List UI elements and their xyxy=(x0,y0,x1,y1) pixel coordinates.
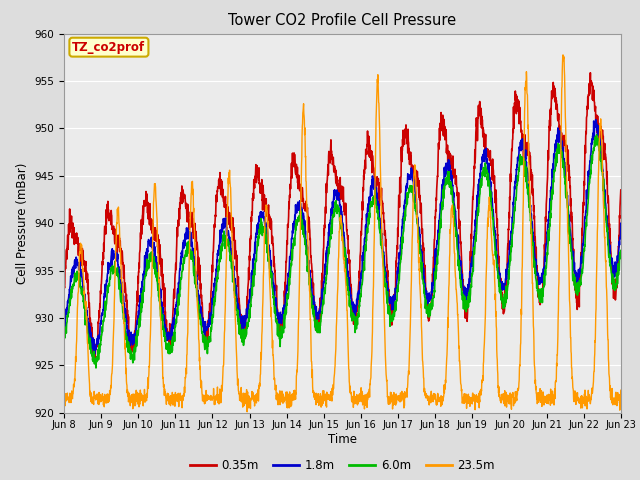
1.8m xyxy=(592,117,600,122)
6.0m xyxy=(568,255,575,261)
Line: 23.5m: 23.5m xyxy=(64,55,621,412)
6.0m xyxy=(617,248,625,253)
6.0m xyxy=(504,281,512,287)
Title: Tower CO2 Profile Cell Pressure: Tower CO2 Profile Cell Pressure xyxy=(228,13,456,28)
0.35m xyxy=(60,291,68,297)
0.35m xyxy=(504,226,512,232)
1.8m xyxy=(584,189,591,195)
23.5m xyxy=(359,402,367,408)
1.8m xyxy=(216,245,223,251)
X-axis label: Time: Time xyxy=(328,433,357,446)
0.35m xyxy=(216,175,223,181)
23.5m xyxy=(504,398,512,404)
0.35m xyxy=(617,187,625,193)
1.8m xyxy=(371,181,379,187)
6.0m xyxy=(92,365,100,371)
Line: 6.0m: 6.0m xyxy=(64,135,621,368)
1.8m xyxy=(359,258,367,264)
6.0m xyxy=(371,193,379,199)
0.35m xyxy=(568,219,575,225)
23.5m xyxy=(568,376,576,382)
23.5m xyxy=(559,52,566,58)
Line: 1.8m: 1.8m xyxy=(64,120,621,355)
6.0m xyxy=(60,337,68,343)
0.35m xyxy=(584,103,591,109)
1.8m xyxy=(60,325,68,331)
6.0m xyxy=(593,132,600,138)
Legend: 0.35m, 1.8m, 6.0m, 23.5m: 0.35m, 1.8m, 6.0m, 23.5m xyxy=(185,455,500,477)
23.5m xyxy=(617,387,625,393)
6.0m xyxy=(359,276,367,282)
0.35m xyxy=(359,207,367,213)
Line: 0.35m: 0.35m xyxy=(64,73,621,363)
1.8m xyxy=(90,352,97,358)
6.0m xyxy=(216,258,223,264)
0.35m xyxy=(586,70,594,76)
Text: TZ_co2prof: TZ_co2prof xyxy=(72,41,145,54)
0.35m xyxy=(91,360,99,366)
Y-axis label: Cell Pressure (mBar): Cell Pressure (mBar) xyxy=(16,163,29,284)
6.0m xyxy=(584,212,591,218)
23.5m xyxy=(60,400,68,406)
23.5m xyxy=(371,196,379,202)
23.5m xyxy=(584,397,591,403)
0.35m xyxy=(371,174,379,180)
23.5m xyxy=(216,398,223,404)
1.8m xyxy=(504,264,512,270)
1.8m xyxy=(568,244,575,250)
23.5m xyxy=(243,409,251,415)
1.8m xyxy=(617,220,625,226)
